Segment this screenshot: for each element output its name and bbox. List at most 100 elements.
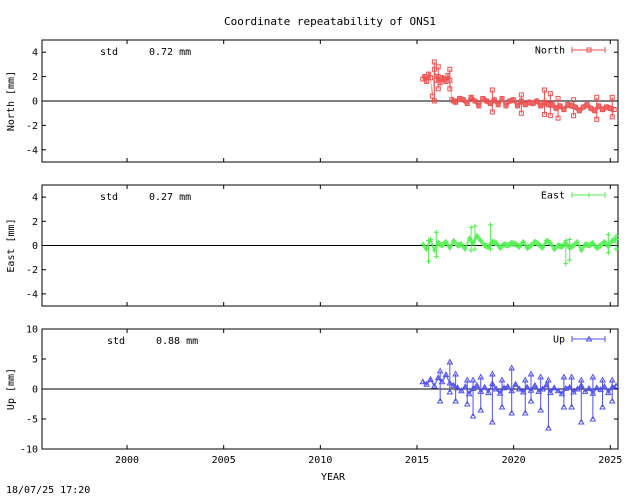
- up-outlier-marker: [446, 358, 454, 365]
- up-data-point: [523, 383, 531, 390]
- east-data-point: [528, 243, 534, 248]
- east-data-point: [435, 240, 441, 246]
- north-data-point: [592, 108, 598, 114]
- up-data-point: [574, 385, 581, 392]
- north-data-point: [468, 94, 474, 100]
- north-y-tick-label: -4: [26, 145, 38, 156]
- up-data-point: [496, 389, 504, 396]
- east-data-point: [489, 239, 495, 245]
- up-outlier-marker: [463, 400, 471, 407]
- up-data-point: [512, 380, 519, 387]
- up-outlier-marker: [521, 409, 529, 416]
- up-outlier-marker: [527, 397, 535, 404]
- up-outlier-marker: [545, 376, 552, 383]
- east-y-tick-label: -2: [26, 265, 38, 276]
- up-data-point: [558, 390, 566, 397]
- north-data-point: [445, 72, 451, 78]
- east-outlier-marker: [563, 261, 569, 267]
- east-data-point: [551, 246, 557, 252]
- east-data-point: [516, 244, 522, 250]
- east-y-tick-label: 2: [32, 217, 38, 228]
- north-data-point: [511, 97, 517, 103]
- east-outlier-marker: [433, 229, 439, 235]
- panel-north: 4 2 0 -2 -4 North [mm] std 0.72 mm North: [6, 39, 619, 163]
- north-y-tick-label: 0: [32, 97, 38, 108]
- up-data-point: [450, 381, 458, 388]
- up-outlier-marker: [489, 370, 496, 377]
- x-tick-label: 2025: [598, 455, 622, 466]
- up-outlier-marker: [527, 370, 535, 377]
- up-outlier-marker: [537, 406, 545, 413]
- up-data-point: [546, 389, 554, 396]
- east-outlier-marker: [468, 224, 474, 230]
- east-data-point: [555, 243, 561, 248]
- x-axis-label: YEAR: [321, 472, 346, 483]
- east-data-point: [501, 241, 507, 247]
- north-data-point: [428, 75, 434, 81]
- east-data-point: [536, 241, 542, 247]
- north-outlier-marker: [571, 113, 577, 119]
- north-outlier-marker: [571, 97, 577, 103]
- east-data-point: [532, 239, 538, 245]
- east-data-point: [466, 235, 472, 241]
- up-data-point: [465, 390, 473, 397]
- east-y-tick-label: 0: [32, 241, 38, 252]
- up-data-point: [608, 383, 616, 390]
- east-y-axis-label: East [mm]: [6, 218, 17, 272]
- east-data-point: [598, 243, 604, 248]
- up-data-point: [597, 386, 604, 393]
- x-tick-label: 2015: [405, 455, 429, 466]
- up-y-tick-label: 5: [32, 355, 38, 366]
- east-data-point: [424, 246, 430, 252]
- north-data-point: [499, 96, 505, 102]
- north-outlier-marker: [431, 98, 437, 104]
- east-data-point: [439, 243, 445, 248]
- up-outlier-marker: [498, 376, 506, 383]
- x-tick-label: 2005: [212, 455, 236, 466]
- north-data-point: [431, 66, 437, 72]
- up-data-point: [489, 380, 496, 387]
- up-data-point: [434, 374, 442, 381]
- up-data-point: [481, 383, 488, 390]
- up-data-point: [562, 384, 570, 391]
- east-data-point: [470, 240, 476, 246]
- east-data-point: [605, 244, 611, 250]
- up-std-label: std: [107, 336, 125, 347]
- east-outlier-marker: [487, 222, 493, 228]
- east-outlier-marker: [433, 253, 439, 259]
- up-y-tick-label: -10: [20, 445, 38, 456]
- east-outlier-marker: [472, 223, 478, 229]
- north-outlier-marker: [518, 110, 524, 116]
- up-data-point: [461, 383, 469, 390]
- east-data-point: [547, 240, 553, 246]
- up-outlier-marker: [436, 397, 444, 404]
- east-data-point: [485, 244, 491, 250]
- up-y-tick-label: 10: [26, 325, 38, 336]
- east-y-tick-label: 4: [32, 193, 38, 204]
- north-std-label: std: [100, 47, 118, 58]
- up-outlier-marker: [452, 370, 459, 377]
- up-outlier-marker: [498, 403, 506, 410]
- up-data-point: [442, 371, 450, 378]
- east-data-point: [428, 236, 434, 242]
- north-outlier-marker: [594, 94, 600, 100]
- east-data-point: [458, 241, 464, 247]
- north-data-point: [429, 93, 435, 99]
- up-data-point: [585, 384, 593, 391]
- north-outlier-marker: [431, 59, 437, 65]
- east-data-point: [482, 243, 488, 248]
- up-outlier-marker: [589, 373, 597, 380]
- up-data-point: [469, 384, 477, 391]
- up-data-point: [504, 383, 512, 390]
- north-data-point: [476, 103, 482, 109]
- up-data-point: [431, 382, 438, 389]
- north-data-point: [472, 98, 478, 104]
- up-y-axis-label: Up [mm]: [6, 368, 17, 410]
- up-data-point: [543, 381, 550, 388]
- up-outlier-marker: [452, 397, 459, 404]
- up-data-point: [423, 380, 430, 387]
- east-outlier-marker: [567, 257, 573, 263]
- east-data-point: [609, 238, 615, 244]
- up-data-point: [519, 388, 527, 395]
- up-data-point: [516, 385, 523, 392]
